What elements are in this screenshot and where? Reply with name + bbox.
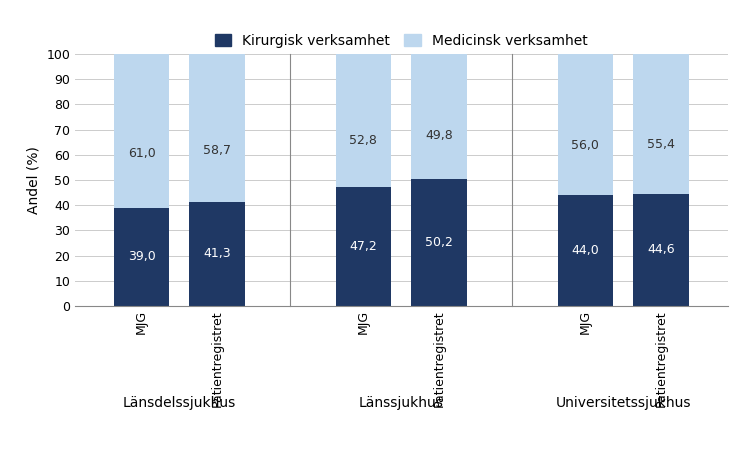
Bar: [557, 54, 613, 195]
Bar: [411, 180, 466, 306]
Text: 47,2: 47,2: [350, 240, 377, 253]
Text: 44,0: 44,0: [572, 244, 599, 257]
Bar: [411, 54, 466, 180]
Bar: [336, 54, 392, 187]
Bar: [633, 54, 688, 194]
Text: Universitetssjukhus: Universitetssjukhus: [555, 396, 691, 410]
Bar: [114, 208, 170, 306]
Text: Länssjukhus: Länssjukhus: [358, 396, 444, 410]
Bar: [633, 194, 688, 306]
Text: 61,0: 61,0: [128, 148, 155, 160]
Bar: [557, 195, 613, 306]
Text: Länsdelssjukhus: Länsdelssjukhus: [123, 396, 236, 410]
Text: 49,8: 49,8: [425, 129, 453, 142]
Legend: Kirurgisk verksamhet, Medicinsk verksamhet: Kirurgisk verksamhet, Medicinsk verksamh…: [209, 28, 593, 53]
Text: 56,0: 56,0: [572, 139, 599, 152]
Text: 44,6: 44,6: [647, 243, 675, 256]
Text: 39,0: 39,0: [128, 250, 155, 263]
Y-axis label: Andel (%): Andel (%): [27, 146, 40, 214]
Text: 55,4: 55,4: [647, 138, 675, 151]
Bar: [114, 54, 170, 208]
Bar: [190, 54, 245, 202]
Text: 41,3: 41,3: [203, 248, 231, 261]
Text: 52,8: 52,8: [350, 134, 377, 147]
Bar: [190, 202, 245, 306]
Bar: [336, 187, 392, 306]
Text: 50,2: 50,2: [425, 236, 453, 249]
Text: 58,7: 58,7: [203, 144, 231, 157]
